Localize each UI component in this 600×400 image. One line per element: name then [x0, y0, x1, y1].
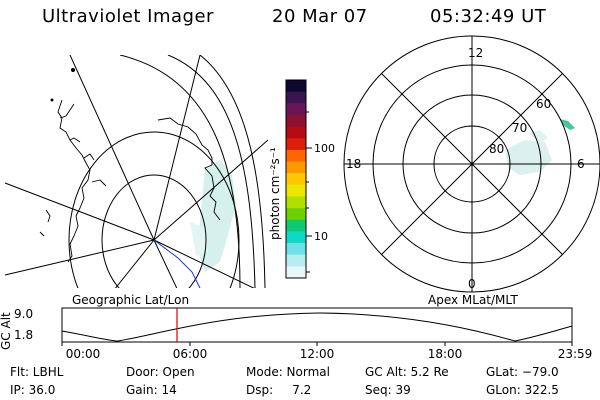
mlt-label-0: 0	[468, 277, 476, 291]
mlt-label-18: 18	[346, 157, 361, 171]
colorbar-segment	[286, 254, 306, 267]
altitude-timeline: 9.0 1.8 GC Alt 00:00 06:00 12:00 18:00 2…	[0, 307, 592, 361]
colorbar-segment	[286, 103, 306, 116]
colorbar-segment	[286, 196, 306, 209]
info-gc-alt: GC Alt: 5.2 Re	[365, 365, 449, 379]
timeline-xtick-0: 00:00	[66, 347, 101, 361]
timeline-xtick-1: 06:00	[173, 347, 208, 361]
colorbar-tick-100: 100	[314, 142, 335, 155]
info-seq: Seq: 39	[365, 383, 411, 397]
header-date: 20 Mar 07	[272, 6, 368, 27]
timeline-xtick-4: 23:59	[558, 347, 593, 361]
info-mode: Mode: Normal	[246, 365, 330, 379]
altitude-curve	[61, 312, 573, 342]
info-dsp: Dsp: 7.2	[246, 383, 312, 397]
polar-dial	[343, 35, 600, 293]
colorbar-unit-label: photon cm⁻²s⁻¹	[268, 147, 282, 240]
colorbar-tick-10: 10	[314, 230, 328, 243]
colorbar-fills	[286, 80, 306, 279]
colorbar-segment	[286, 91, 306, 104]
aurora-emission-polar-bright	[560, 119, 575, 130]
apex-panel-label: Apex MLat/MLT	[428, 293, 518, 307]
geographic-map	[4, 55, 268, 288]
colorbar-segment	[286, 173, 306, 186]
mlat-label-80: 80	[489, 142, 504, 156]
timeline-ytick-top: 9.0	[14, 307, 33, 321]
info-ip: IP: 36.0	[10, 383, 56, 397]
polar-labels: 12 18 6 0 60 70 80	[346, 46, 585, 291]
colorbar-segment	[286, 126, 306, 139]
colorbar-segment	[286, 161, 306, 174]
geo-panel-label: Geographic Lat/Lon	[72, 293, 189, 307]
mlat-label-60: 60	[536, 97, 551, 111]
timeline-xtick-2: 12:00	[300, 347, 335, 361]
mlt-label-12: 12	[468, 46, 483, 60]
mlat-label-70: 70	[512, 121, 527, 135]
colorbar-segment	[286, 219, 306, 233]
instrument-title: Ultraviolet Imager	[42, 6, 214, 27]
meridian-lines	[4, 55, 268, 288]
latitude-circles	[68, 55, 266, 288]
aurora-emission-polar	[505, 140, 552, 175]
colorbar: 100 10 photon cm⁻²s⁻¹ 1.8	[268, 79, 335, 279]
timeline-xtick-3: 18:00	[428, 347, 463, 361]
colorbar-segment	[286, 243, 306, 256]
geo-marker-dot	[71, 68, 75, 72]
info-glat: GLat: −79.0	[486, 365, 559, 379]
colorbar-segment	[286, 114, 306, 128]
colorbar-segment	[286, 208, 306, 221]
info-gain: Gain: 14	[126, 383, 177, 397]
info-glon: GLon: 322.5	[486, 383, 559, 397]
spacecraft-track	[153, 239, 201, 288]
colorbar-segment	[286, 149, 306, 163]
colorbar-segment	[286, 184, 306, 198]
timeline-ylabel: GC Alt	[0, 312, 13, 350]
colorbar-segment	[286, 231, 306, 244]
colorbar-segment	[286, 266, 306, 279]
colorbar-segment	[286, 138, 306, 151]
timeline-ytick-bottom: 1.8	[14, 328, 33, 342]
colorbar-segment	[286, 80, 306, 93]
info-door: Door: Open	[126, 365, 195, 379]
info-filter: Flt: LBHL	[10, 365, 64, 379]
coastline	[39, 99, 221, 263]
header-time: 05:32:49 UT	[430, 6, 547, 27]
mlt-label-6: 6	[577, 157, 585, 171]
